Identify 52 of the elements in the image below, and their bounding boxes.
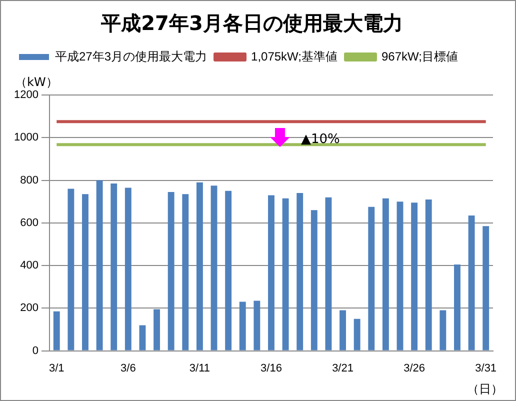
bar [239,302,246,350]
y-tick-label: 0 [32,344,38,357]
bar [53,311,60,350]
bar [325,197,332,350]
bar [282,198,289,350]
y-tick-label: 200 [20,302,38,314]
y-tick-label: 800 [20,174,38,186]
y-axis-title: （kW） [15,75,58,90]
bar [468,215,475,350]
y-tick-label: 400 [20,260,38,272]
bar [254,300,260,350]
bar [110,183,118,350]
bar [96,180,103,350]
legend-label: 1,075kW;基準値 [251,49,338,64]
bar [68,188,74,350]
bar [124,188,132,350]
bar [182,194,189,350]
x-tick-label: 3/16 [260,362,282,374]
bar [82,194,88,350]
bar [139,325,146,350]
bar [210,186,218,350]
bar [368,206,375,350]
legend-label: 967kW;目標値 [381,49,458,64]
bar [268,195,274,350]
x-tick-label: 3/6 [120,362,136,374]
x-tick-label: 3/26 [404,362,426,374]
chart-title: 平成27年3月各日の使用最大電力 [100,11,403,36]
x-tick-label: 3/21 [332,362,354,374]
y-tick-label: 1200 [14,89,38,102]
bar [296,193,304,350]
legend-label: 平成27年3月の使用最大電力 [55,49,208,64]
bar [168,192,174,350]
bar [340,310,346,350]
annotation: ▲10% [301,132,340,147]
x-tick-label: 3/11 [189,362,210,374]
bar [440,310,446,350]
bar [225,190,232,350]
bar [154,309,160,350]
bar [482,226,490,350]
bar [196,182,203,350]
bar [411,202,418,350]
y-tick-label: 1000 [14,132,38,144]
bar [354,318,360,350]
x-axis-title: （日） [467,382,503,396]
bar [425,199,432,350]
bar [310,210,318,350]
x-tick-label: 3/1 [48,362,64,374]
bar [382,198,389,350]
y-tick-label: 600 [20,216,38,229]
bar [454,264,460,350]
x-tick-label: 3/31 [475,362,497,374]
bar [396,202,404,350]
